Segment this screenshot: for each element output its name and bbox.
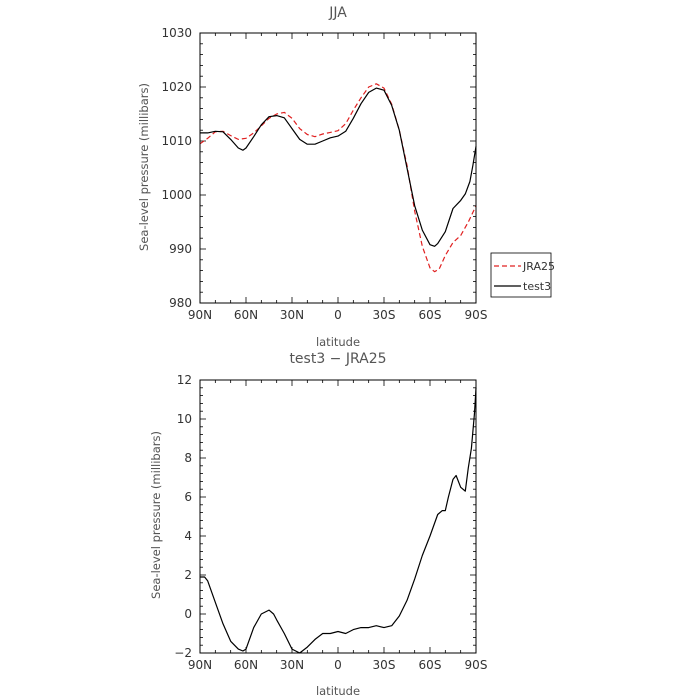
x-tick-label: 90S <box>465 308 488 322</box>
x-tick-label: 30S <box>373 308 396 322</box>
y-tick-label: 1030 <box>161 26 192 40</box>
x-tick-label: 90S <box>465 658 488 672</box>
x-tick-label: 60S <box>419 658 442 672</box>
legend-label-jra25: JRA25 <box>522 260 555 273</box>
series-line-diff-0 <box>200 387 477 654</box>
top-chart-title: JJA <box>328 5 347 21</box>
x-tick-label: 30N <box>280 658 304 672</box>
bottom-chart-xlabel: latitude <box>316 684 360 698</box>
bottom-chart-tick-labels: 90N 60N 30N 0 30S 60S 90S −2 0 2 4 6 8 10 12 <box>174 373 487 672</box>
y-tick-label: 1020 <box>161 80 192 94</box>
x-tick-label: 60N <box>234 308 258 322</box>
x-tick-label: 0 <box>334 308 342 322</box>
x-tick-label: 0 <box>334 658 342 672</box>
y-tick-label: 12 <box>177 373 192 387</box>
y-tick-label: 8 <box>184 451 192 465</box>
series-line-jra25 <box>199 83 477 273</box>
x-tick-label: 60N <box>234 658 258 672</box>
top-chart-tick-labels: 90N 60N 30N 0 30S 60S 90S 980 990 1000 1010 1020 103… <box>161 26 487 322</box>
x-tick-label: 60S <box>419 308 442 322</box>
bottom-chart-frame <box>199 379 477 654</box>
y-tick-label: 0 <box>184 607 192 621</box>
y-tick-label: 980 <box>169 296 192 310</box>
y-tick-label: 1010 <box>161 134 192 148</box>
bottom-chart-title: test3 − JRA25 <box>289 351 386 367</box>
series-line-test3 <box>200 87 477 247</box>
x-tick-label: 30N <box>280 308 304 322</box>
y-tick-label: 990 <box>169 242 192 256</box>
top-chart-panel: JJA Sea-level pressure (millibars) latit… <box>137 5 555 349</box>
top-chart-ticks <box>199 32 477 304</box>
bottom-chart-ylabel: Sea-level pressure (millibars) <box>149 431 163 599</box>
bottom-chart-series <box>200 387 477 654</box>
top-chart-series <box>199 83 477 273</box>
y-tick-label: 4 <box>184 529 192 543</box>
y-tick-label: 10 <box>177 412 192 426</box>
top-chart-ylabel: Sea-level pressure (millibars) <box>137 83 151 251</box>
y-tick-label: 6 <box>184 490 192 504</box>
top-chart-frame <box>199 32 477 304</box>
legend-label-test3: test3 <box>523 280 551 293</box>
bottom-chart-panel: test3 − JRA25 Sea-level pressure (millib… <box>149 351 487 698</box>
legend-box <box>490 252 552 298</box>
x-tick-label: 30S <box>373 658 396 672</box>
x-tick-label: 90N <box>188 658 212 672</box>
y-tick-label: 2 <box>184 568 192 582</box>
y-tick-label: 1000 <box>161 188 192 202</box>
top-chart-xlabel: latitude <box>316 335 360 349</box>
x-tick-label: 90N <box>188 308 212 322</box>
bottom-chart-ticks <box>199 379 477 654</box>
y-tick-label: −2 <box>174 646 192 660</box>
top-chart-legend: JRA25 test3 <box>490 252 555 298</box>
